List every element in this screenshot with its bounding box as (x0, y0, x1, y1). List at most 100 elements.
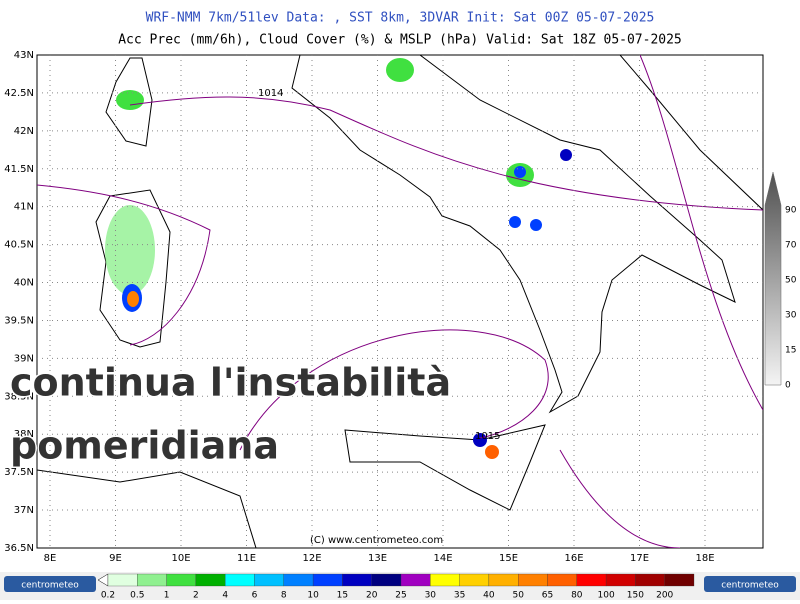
title-line-1: WRF-NMM 7km/51lev Data: , SST 8km, 3DVAR… (146, 11, 655, 26)
lat-label: 40.5N (4, 240, 34, 251)
cloud-scale-label: 50 (785, 276, 797, 286)
lon-label: 15E (499, 553, 518, 564)
legend-box (195, 573, 226, 587)
legend-box (342, 573, 372, 587)
legend-box (312, 573, 343, 587)
map-frame (36, 54, 764, 549)
lon-label: 8E (44, 553, 57, 564)
overlay-text: continua l'instabilità (10, 361, 451, 405)
tunisia (37, 469, 257, 548)
legend-label: 2 (193, 591, 199, 601)
lon-label: 18E (695, 553, 714, 564)
legend-box (576, 573, 607, 587)
isobars (37, 55, 763, 548)
legend-box (283, 573, 314, 587)
lat-label: 42N (14, 126, 34, 137)
legend-label: 10 (307, 591, 319, 601)
precip-legend: centrometeo centrometeo 0.2 0.5 1 2 4 6 8 10 15 2… (0, 572, 800, 601)
legend-box (635, 573, 665, 587)
legend-label: 200 (656, 591, 673, 601)
lat-label: 38.5N (4, 391, 34, 402)
isobar (37, 184, 211, 346)
legend-label: 20 (366, 591, 378, 601)
legend-box (547, 573, 577, 587)
logo-left (4, 576, 96, 592)
legend-box (605, 573, 636, 587)
legend-box (137, 573, 167, 587)
lon-label: 11E (237, 553, 256, 564)
isobar (559, 449, 681, 548)
logo-text: centrometeo (721, 581, 779, 591)
lat-label: 37N (14, 505, 34, 516)
cloud-scale-label: 0 (785, 381, 791, 391)
legend-label: 0.5 (130, 591, 144, 601)
legend-box (430, 573, 460, 587)
title-line-2: Acc Prec (mm/6h), Cloud Cover (%) & MSLP… (118, 33, 682, 48)
lat-label: 43N (14, 50, 34, 61)
legend-label: 50 (512, 591, 524, 601)
lon-label: 10E (171, 553, 190, 564)
cloud-scale-label: 70 (785, 241, 797, 251)
legend-box (166, 573, 197, 587)
lat-label: 40N (14, 278, 34, 289)
legend-boxes: 0.2 0.5 1 2 4 6 8 10 15 20 25 30 35 40 50 65 80 100 150 200 (97, 573, 695, 601)
legend-box (518, 573, 548, 587)
lon-label: 16E (564, 553, 583, 564)
lat-label: 38N (14, 429, 34, 440)
legend-label: 4 (222, 591, 228, 601)
balkans (619, 55, 763, 211)
precip-area (485, 445, 499, 459)
cloud-scale-label: 15 (785, 346, 796, 356)
legend-box (400, 573, 431, 587)
lat-label: 39.5N (4, 315, 34, 326)
legend-label: 30 (425, 591, 437, 601)
precip-area (127, 291, 139, 307)
legend-box (225, 573, 255, 587)
lon-label: 17E (630, 553, 649, 564)
precip-area (560, 149, 572, 161)
cloud-scale-label: 30 (785, 311, 797, 321)
legend-label: 0.2 (101, 591, 115, 601)
isobar-label: 1014 (258, 88, 283, 99)
isobar-label: 1015 (475, 431, 500, 442)
cloud-scale-bar (764, 171, 782, 386)
lon-label: 12E (302, 553, 321, 564)
legend-box (488, 573, 519, 587)
precip-area (473, 433, 487, 447)
cloud-scale-label: 90 (785, 206, 797, 216)
precip-area (116, 90, 144, 110)
legend-label: 40 (483, 591, 495, 601)
isobar (129, 96, 763, 211)
legend-label: 25 (395, 591, 406, 601)
legend-label: 8 (281, 591, 287, 601)
legend-label: 65 (542, 591, 553, 601)
legend-label: 80 (571, 591, 583, 601)
lat-label: 37.5N (4, 467, 34, 478)
logo-text: centrometeo (21, 581, 79, 591)
legend-label: 1 (164, 591, 170, 601)
map-body (37, 55, 763, 548)
isobar (239, 329, 549, 451)
legend-box (254, 573, 284, 587)
legend-label: 6 (252, 591, 258, 601)
longitude-labels: 8E 9E 10E 11E 12E 13E 14E 15E 16E 17E 18E (44, 553, 715, 564)
cloud-scale-labels: 90 70 50 30 15 0 (785, 206, 797, 391)
lat-label: 42.5N (4, 88, 34, 99)
latitude-labels: 43N 42.5N 42N 41.5N 41N 40.5N 40N 39.5N 39N 38.5N… (4, 50, 34, 554)
copyright: (C) www.centrometeo.com (310, 535, 443, 546)
legend-label: 15 (337, 591, 348, 601)
lon-label: 9E (109, 553, 122, 564)
lat-label: 41N (14, 202, 34, 213)
lon-label: 13E (368, 553, 387, 564)
lat-label: 39N (14, 353, 34, 364)
overlay-text: pomeridiana (10, 424, 279, 468)
legend-box (371, 573, 402, 587)
legend-box (664, 573, 695, 587)
graticule (37, 55, 763, 548)
logo-right (704, 576, 796, 592)
precip-area (530, 219, 542, 231)
cloud-scale: 90 70 50 30 15 0 (764, 171, 797, 391)
legend-label: 35 (454, 591, 465, 601)
isobar (639, 55, 763, 411)
